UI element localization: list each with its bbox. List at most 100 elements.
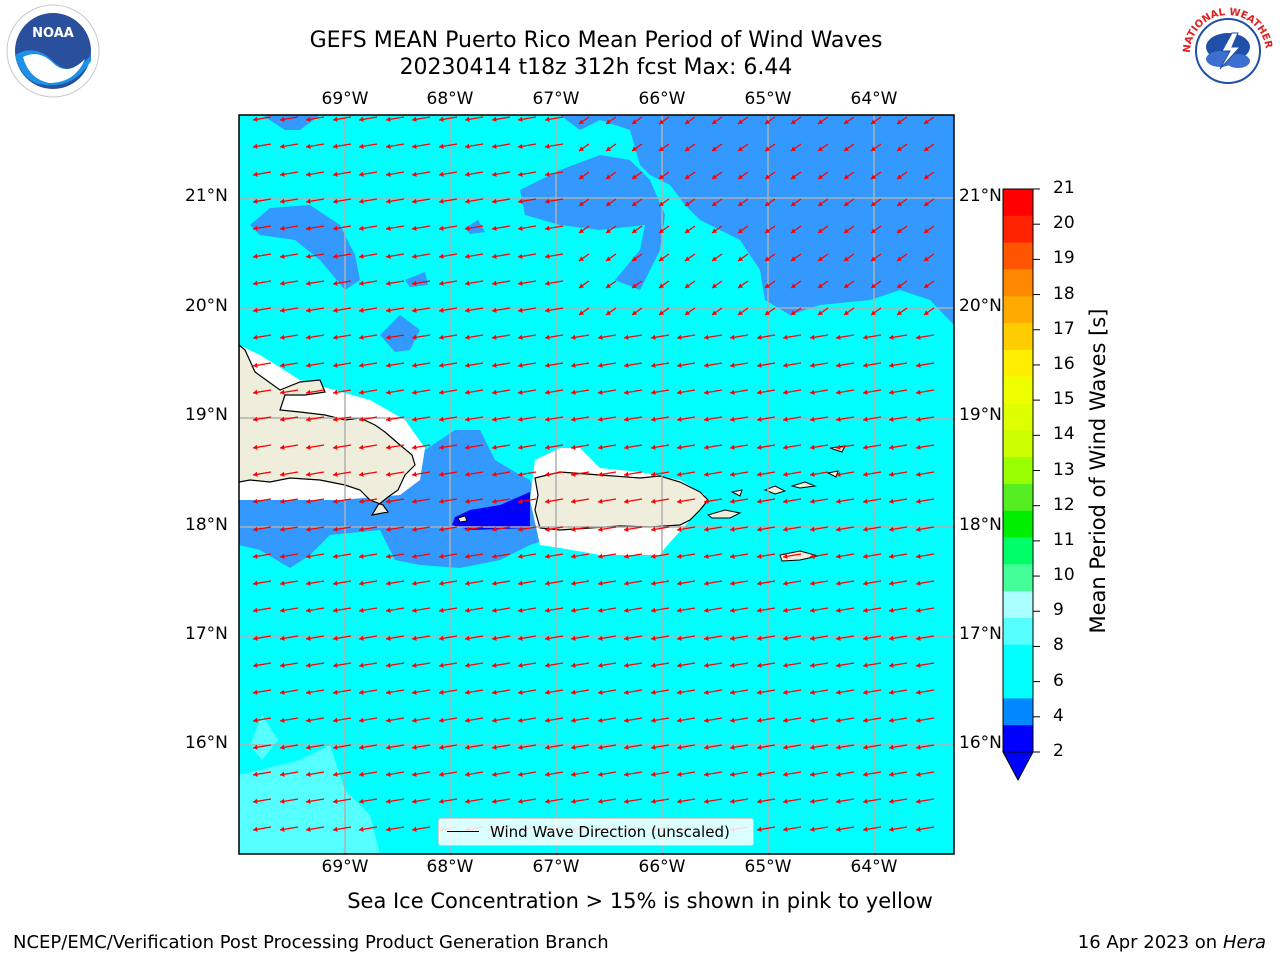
wave-direction-arrowhead	[518, 171, 523, 177]
wave-direction-arrowhead	[651, 498, 656, 504]
puerto-rico	[534, 471, 709, 531]
map-subtitle: 20230414 t18z 312h fcst Max: 6.44	[399, 55, 793, 80]
wave-direction-arrowhead	[545, 389, 550, 395]
wave-direction-arrowhead	[863, 607, 868, 613]
wave-direction-arrowhead	[889, 526, 894, 532]
wave-direction-arrowhead	[738, 201, 743, 206]
wave-direction-arrowhead	[677, 717, 682, 723]
lon-label-bottom: 65°W	[744, 857, 792, 877]
wave-direction-arrowhead	[306, 526, 311, 532]
wave-direction-arrowhead	[810, 444, 815, 450]
wave-direction-arrowhead	[783, 826, 788, 832]
wave-direction-arrowhead	[651, 553, 656, 559]
wave-direction-arrowhead	[863, 689, 868, 695]
wave-direction-arrowhead	[386, 717, 391, 723]
wave-direction-arrowhead	[685, 201, 690, 206]
wave-direction-arrowhead	[465, 389, 470, 395]
wave-direction-arrowhead	[757, 607, 762, 613]
wave-direction-arrowhead	[439, 280, 444, 286]
wave-direction-arrowhead	[704, 689, 709, 695]
wave-direction-arrowhead	[791, 310, 796, 315]
wave-direction-arrowhead	[333, 253, 338, 259]
wave-direction-arrowhead	[783, 471, 788, 477]
colorbar-tick-label: 14	[1053, 424, 1075, 445]
wave-direction-arrowhead	[359, 580, 364, 586]
wave-direction-arrowhead	[651, 635, 656, 641]
virgin-islands	[730, 445, 846, 497]
wave-direction-arrowhead	[677, 635, 682, 641]
wave-direction-arrowhead	[810, 744, 815, 750]
wave-direction-arrowhead	[253, 826, 258, 832]
wave-direction-arrowhead	[738, 228, 743, 233]
wave-direction-arrowhead	[492, 580, 497, 586]
wave-direction-arrowhead	[439, 526, 444, 532]
colorbar-segment	[1003, 671, 1033, 699]
wave-direction-arrowhead	[545, 471, 550, 477]
wave-direction-arrowhead	[810, 662, 815, 668]
wave-direction-arrowhead	[783, 334, 788, 340]
wave-direction-arrowhead	[844, 146, 849, 151]
wave-direction-arrowhead	[439, 307, 444, 313]
wave-direction-arrowhead	[359, 225, 364, 231]
wave-direction-arrowhead	[386, 662, 391, 668]
wave-direction-arrowhead	[386, 526, 391, 532]
wave-direction-arrowhead	[359, 444, 364, 450]
wave-direction-arrowhead	[916, 444, 921, 450]
wave-direction-arrowhead	[863, 717, 868, 723]
wave-direction-arrowhead	[836, 771, 841, 777]
wave-direction-arrowhead	[492, 607, 497, 613]
colorbar-segment	[1003, 564, 1033, 592]
wave-direction-arrowhead	[465, 116, 470, 122]
wave-direction-arrowhead	[916, 662, 921, 668]
wave-direction-arrowhead	[757, 744, 762, 750]
wave-direction-arrowhead	[306, 116, 311, 122]
wave-direction-arrowhead	[465, 717, 470, 723]
wave-direction-arrowhead	[439, 553, 444, 559]
wave-direction-arrowhead	[280, 771, 285, 777]
wave-direction-arrowhead	[492, 553, 497, 559]
wave-direction-arrowhead	[624, 526, 629, 532]
wave-direction-arrowhead	[889, 444, 894, 450]
wave-direction-arrowhead	[253, 471, 258, 477]
wave-direction-arrowhead	[598, 607, 603, 613]
wave-direction-arrowhead	[545, 198, 550, 204]
wave-direction-arrowhead	[863, 362, 868, 368]
colorbar-tick-label: 9	[1053, 600, 1064, 621]
colorbar-tick-label: 11	[1053, 529, 1075, 550]
colorbar-tick-label: 10	[1053, 565, 1075, 586]
wave-direction-arrowhead	[359, 416, 364, 422]
colorbar-tick-label: 6	[1053, 670, 1064, 691]
wave-direction-arrowhead	[916, 744, 921, 750]
wave-direction-arrowhead	[632, 283, 637, 288]
wave-direction-arrowhead	[836, 526, 841, 532]
wave-direction-arrowhead	[765, 146, 770, 151]
wave-direction-arrowhead	[704, 553, 709, 559]
wave-direction-arrowhead	[280, 280, 285, 286]
nws-logo: NATIONAL WEATHER SERVICE	[1180, 3, 1274, 97]
wave-direction-arrowhead	[518, 744, 523, 750]
wave-direction-arrowhead	[280, 198, 285, 204]
wave-direction-arrowhead	[306, 307, 311, 313]
wave-direction-arrowhead	[412, 526, 417, 532]
wave-direction-arrowhead	[333, 198, 338, 204]
wave-direction-arrowhead	[889, 498, 894, 504]
wave-direction-arrowhead	[333, 689, 338, 695]
footer-date-text: 16 Apr 2023 on	[1077, 932, 1223, 953]
wave-direction-arrowhead	[280, 307, 285, 313]
wave-direction-arrowhead	[783, 416, 788, 422]
wave-direction-arrowhead	[738, 310, 743, 315]
wave-direction-arrowhead	[465, 171, 470, 177]
wave-direction-arrowhead	[783, 498, 788, 504]
wave-direction-arrowhead	[439, 389, 444, 395]
wave-direction-arrowhead	[916, 607, 921, 613]
wave-direction-arrowhead	[280, 444, 285, 450]
wave-direction-arrowhead	[810, 771, 815, 777]
wave-direction-arrowhead	[889, 607, 894, 613]
wave-direction-arrowhead	[579, 119, 584, 124]
wave-direction-arrowhead	[730, 416, 735, 422]
wave-direction-arrowhead	[712, 201, 717, 206]
wave-direction-arrowhead	[439, 717, 444, 723]
wave-direction-arrowhead	[757, 416, 762, 422]
wave-direction-arrowhead	[280, 334, 285, 340]
wave-direction-arrowhead	[818, 146, 823, 151]
